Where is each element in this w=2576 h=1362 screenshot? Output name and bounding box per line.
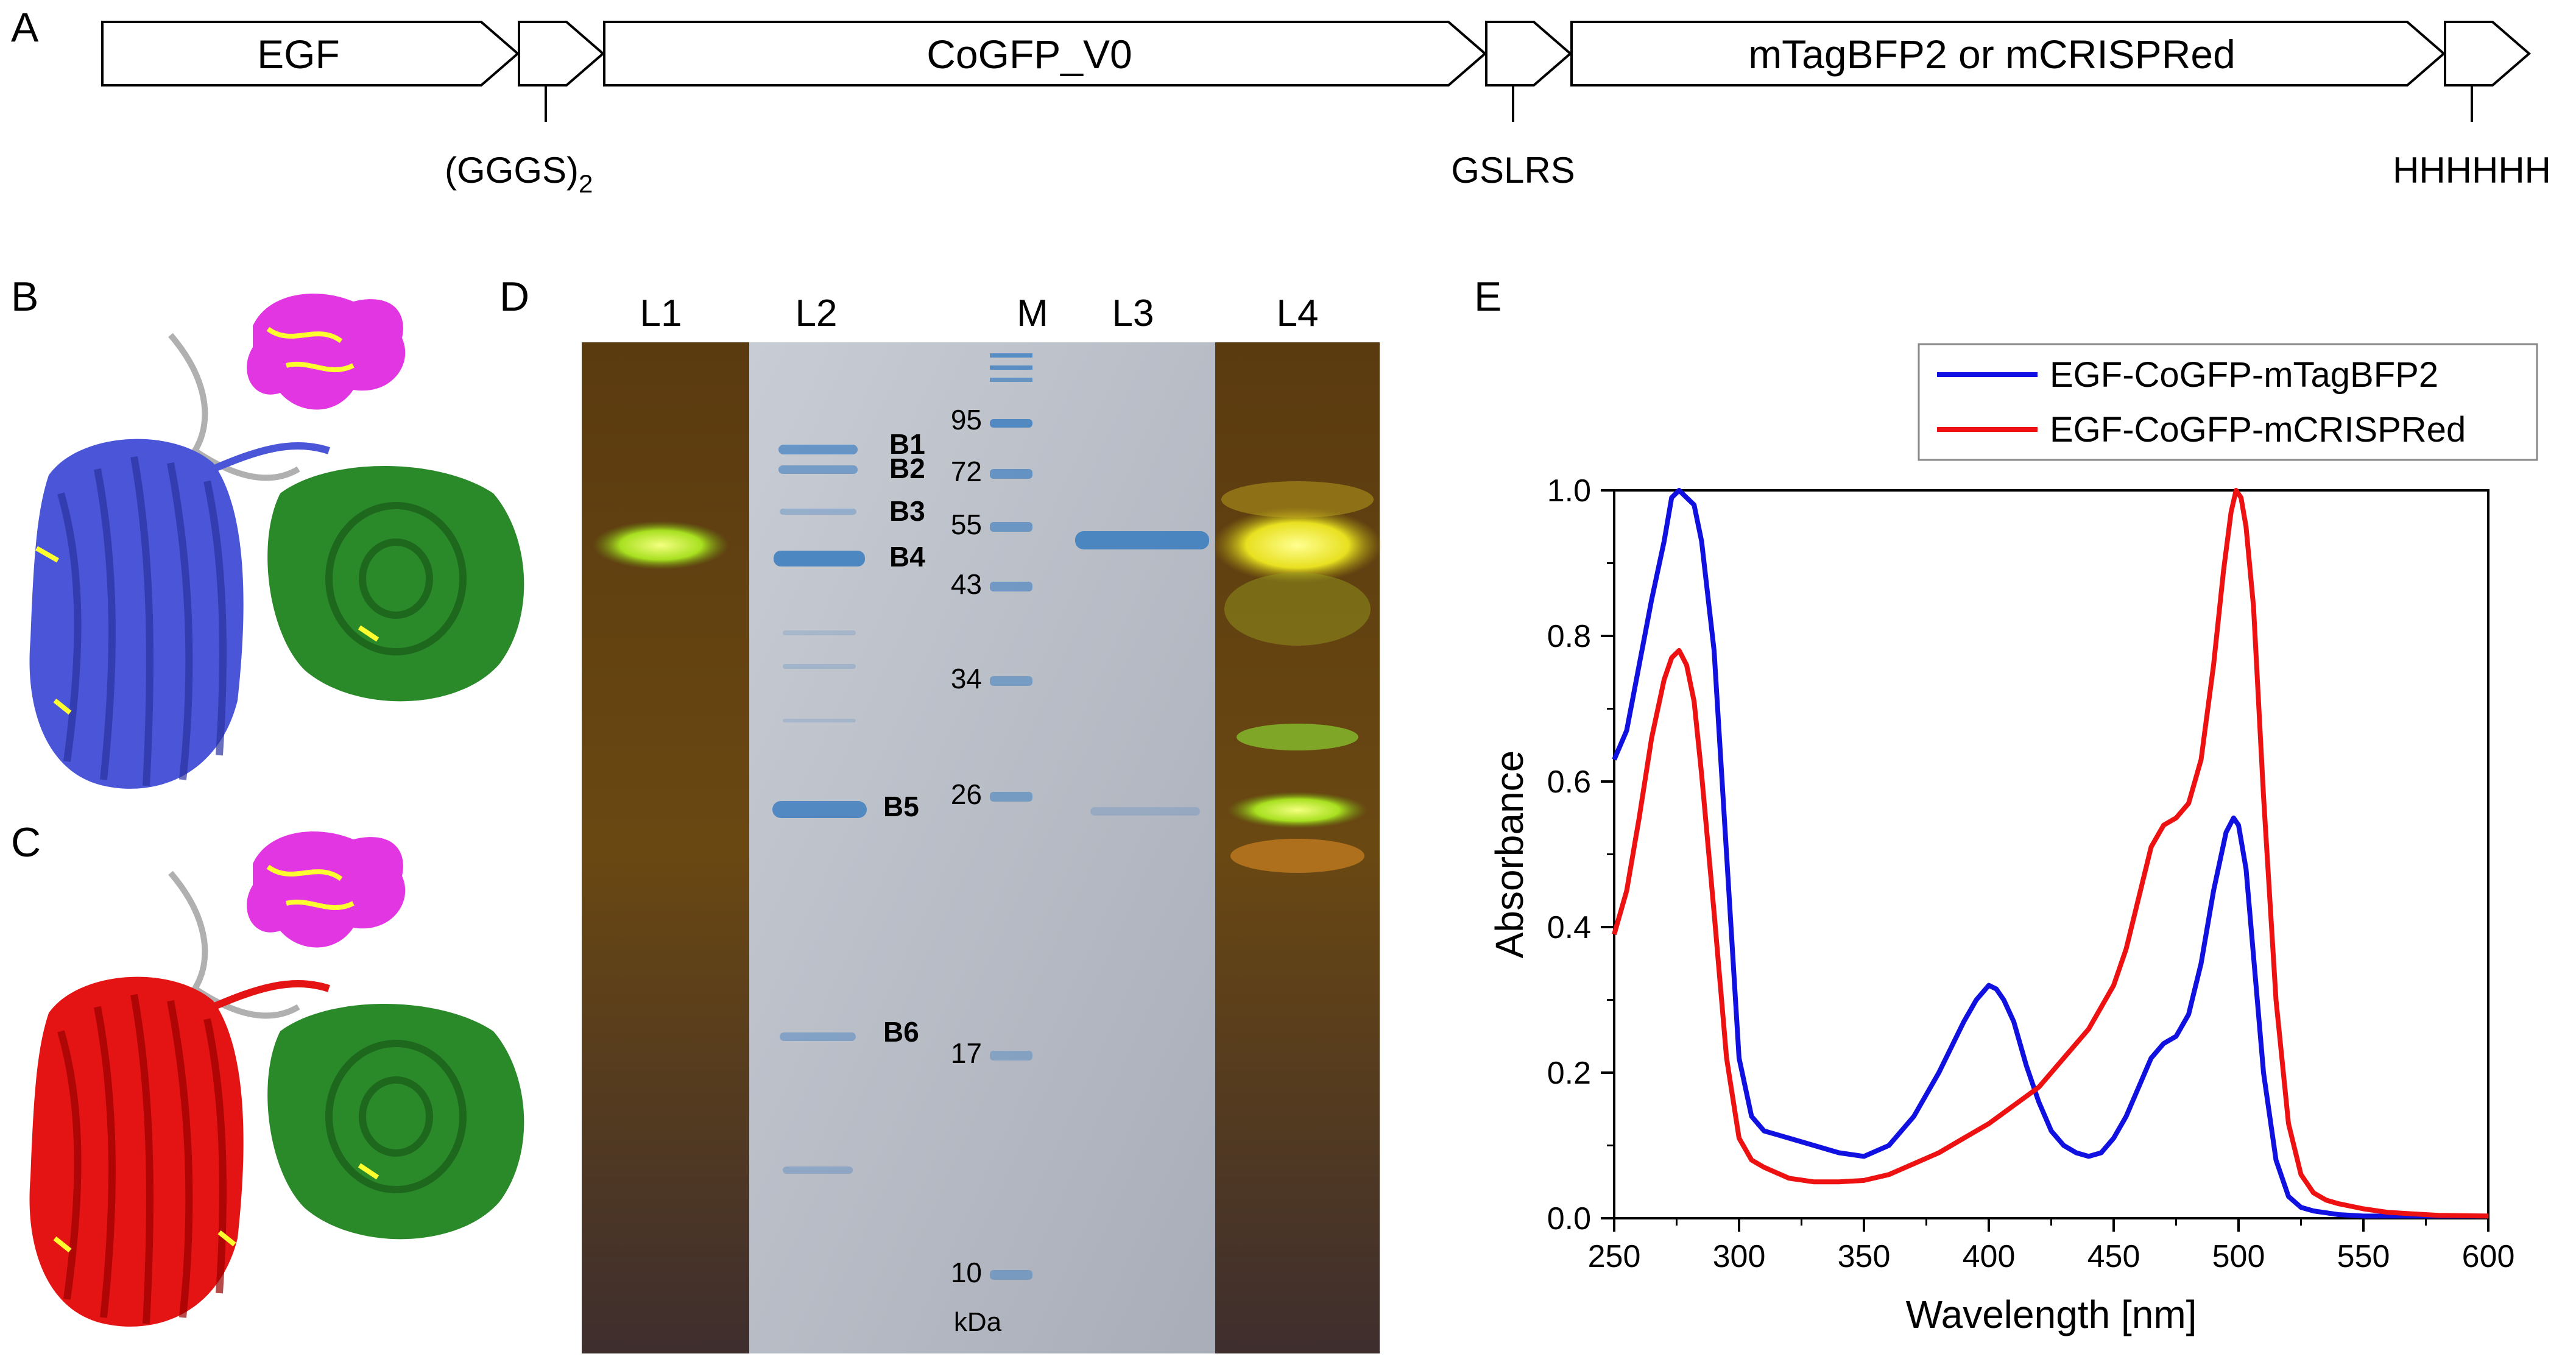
plot-frame [1613, 489, 2490, 1219]
band-l4-b [1237, 724, 1358, 750]
band-l4-c [1227, 792, 1367, 828]
segment-egf-arrow [101, 21, 520, 86]
marker-unit-label: kDa [954, 1307, 1002, 1337]
panel-label-c: C [11, 819, 41, 866]
series-line-mtagbfp2 [1612, 488, 2488, 1219]
band-b4 [774, 551, 865, 566]
band-b2 [778, 465, 858, 474]
band-l1-fluorescent [593, 521, 729, 570]
histag-label: HHHHHH [2393, 150, 2551, 191]
band-l4-d [1230, 839, 1364, 873]
legend-box [1918, 343, 2538, 461]
lane-label-l2: L2 [796, 292, 838, 334]
marker-band-26 [990, 792, 1032, 802]
marker-band-43 [990, 582, 1032, 591]
marker-label-55: 55 [951, 509, 982, 540]
marker-label-95: 95 [951, 404, 982, 436]
marker-label-72: 72 [951, 456, 982, 487]
y-tick-label: 1.0 [1547, 473, 1591, 509]
y-axis-label: Absorbance [1487, 750, 1531, 959]
absorbance-chart: 250 300 350 400 450 500 550 600 0.0 0.2 0.4 0.6 0.8 1… [1487, 343, 2538, 1336]
segment-egf-label: EGF [257, 32, 340, 77]
marker-band-10 [990, 1270, 1032, 1280]
lane-label-l3: L3 [1112, 292, 1154, 334]
segment-linker1-arrow [518, 21, 605, 86]
segment-linker2-arrow [1485, 21, 1573, 86]
marker-label-17: 17 [951, 1037, 982, 1069]
band-label-b3: B3 [889, 495, 925, 527]
egf-domain [247, 294, 406, 410]
gel-figure: L1 L2 M L3 L4 B1 B2 B3 B4 B5 B6 95 72 55… [582, 292, 1383, 1353]
linker-grey [168, 333, 300, 481]
beta-barrel-green [267, 466, 524, 702]
band-b6 [780, 1032, 856, 1041]
x-tick-label: 400 [1963, 1239, 2016, 1274]
marker-label-10: 10 [951, 1257, 982, 1288]
marker-label-34: 34 [951, 663, 982, 694]
segment-cogfp-arrow [603, 21, 1487, 86]
x-axis-label: Wavelength [nm] [1906, 1293, 2197, 1336]
x-tick-label: 250 [1588, 1239, 1641, 1274]
panel-label-a: A [11, 4, 39, 51]
lane-label-l1: L1 [640, 292, 682, 334]
panel-label-b: B [11, 273, 39, 320]
structure-red-fusion [29, 831, 524, 1327]
linker-grey [168, 870, 300, 1019]
panel-label-d: D [499, 273, 530, 320]
segment-histag-arrow [2444, 21, 2532, 86]
y-tick-label: 0.2 [1547, 1056, 1591, 1091]
marker-band-17 [990, 1051, 1032, 1060]
y-tick-label: 0.6 [1547, 764, 1591, 800]
x-tick-label: 600 [2462, 1239, 2515, 1274]
linker2-label: GSLRS [1451, 150, 1575, 191]
egf-domain [247, 831, 406, 948]
marker-label-26: 26 [951, 778, 982, 810]
y-tick-label: 0.0 [1547, 1201, 1591, 1237]
band-b1 [778, 445, 858, 454]
band-label-b5: B5 [883, 791, 919, 822]
beta-barrel-green [267, 1004, 524, 1240]
gel-lane-l1-bg [582, 342, 749, 1353]
band-l4-main [1212, 507, 1383, 583]
band-label-b6: B6 [883, 1016, 919, 1048]
x-tick-label: 350 [1838, 1239, 1891, 1274]
chart-legend: EGF-CoGFP-mTagBFP2 EGF-CoGFP-mCRISPRed [1918, 343, 2538, 461]
band-b3 [780, 509, 856, 515]
lane-label-m: M [1017, 292, 1048, 334]
segment-fp-arrow [1570, 21, 2446, 86]
marker-label-43: 43 [951, 568, 982, 600]
x-tick-label: 450 [2087, 1239, 2140, 1274]
marker-band-55 [990, 522, 1032, 532]
linker1-label: (GGGS)2 [445, 150, 593, 198]
y-tick-label: 0.8 [1547, 619, 1591, 654]
construct-diagram: EGF CoGFP_V0 mTagBFP2 or mCRISPRed (GGGS… [101, 21, 2551, 198]
x-tick-label: 500 [2212, 1239, 2265, 1274]
marker-band-95 [990, 419, 1032, 428]
segment-cogfp-label: CoGFP_V0 [926, 32, 1132, 77]
band-l3 [1075, 531, 1209, 549]
band-label-b4: B4 [889, 541, 925, 573]
y-tick-label: 0.4 [1547, 910, 1591, 945]
segment-fp-label: mTagBFP2 or mCRISPRed [1748, 32, 2235, 77]
structure-blue-fusion [29, 294, 524, 789]
band-b5 [772, 801, 867, 818]
series-line-mcrispred [1612, 488, 2489, 1219]
band-label-b1: B1 [889, 428, 925, 460]
x-tick-label: 550 [2337, 1239, 2390, 1274]
x-tick-label: 300 [1713, 1239, 1766, 1274]
lane-label-l4: L4 [1277, 292, 1319, 334]
marker-band-34 [990, 676, 1032, 686]
legend-label-red: EGF-CoGFP-mCRISPRed [2050, 410, 2466, 450]
band-label-b2: B2 [889, 453, 925, 484]
panel-label-e: E [1474, 273, 1502, 320]
marker-band-72 [990, 469, 1032, 479]
legend-label-blue: EGF-CoGFP-mTagBFP2 [2050, 355, 2438, 395]
gel-stained-bg [749, 342, 1215, 1353]
